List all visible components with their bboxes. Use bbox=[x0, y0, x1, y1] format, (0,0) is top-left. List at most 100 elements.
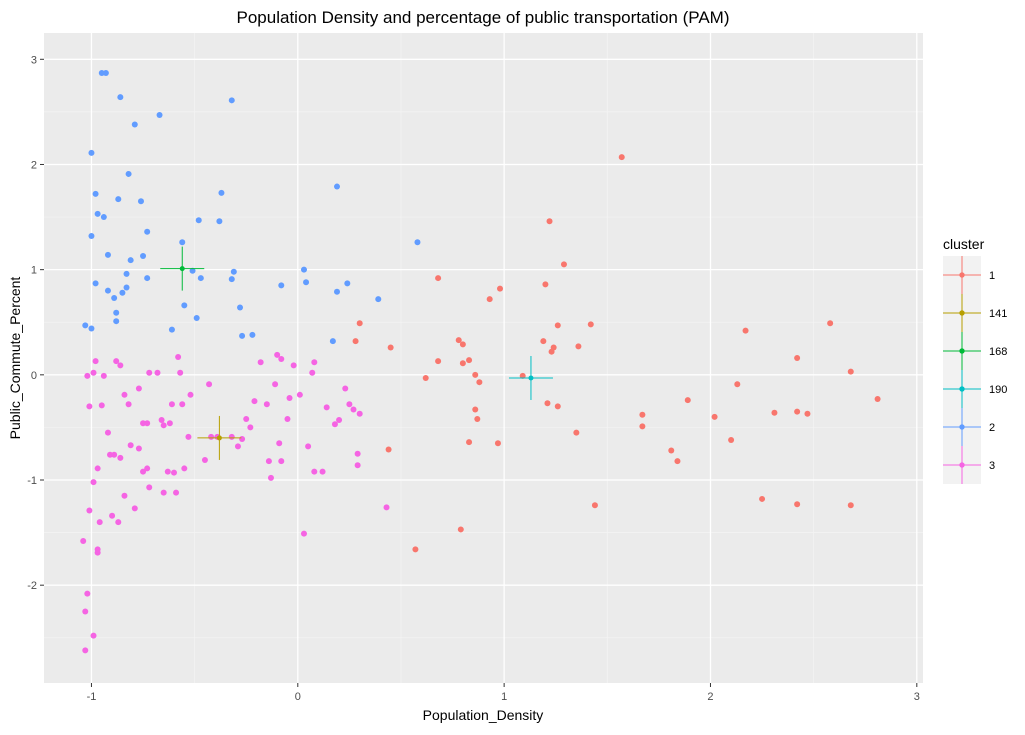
data-point bbox=[494, 440, 501, 447]
data-point bbox=[121, 492, 128, 499]
data-point bbox=[497, 285, 504, 292]
data-point bbox=[476, 379, 483, 386]
data-point bbox=[127, 442, 134, 449]
data-point bbox=[179, 401, 186, 408]
data-point bbox=[276, 440, 283, 447]
data-point bbox=[109, 512, 116, 519]
data-point bbox=[587, 321, 594, 328]
data-point bbox=[80, 538, 87, 545]
data-point bbox=[804, 410, 811, 417]
data-point bbox=[228, 97, 235, 104]
legend-entry-2: 2 bbox=[943, 408, 995, 446]
data-point bbox=[113, 309, 120, 316]
data-point bbox=[466, 439, 473, 446]
data-point bbox=[239, 332, 246, 339]
data-point bbox=[96, 519, 103, 526]
medoid-point bbox=[179, 266, 185, 272]
data-point bbox=[243, 416, 250, 423]
data-point bbox=[100, 372, 107, 379]
legend-label: 141 bbox=[989, 308, 1007, 320]
data-point bbox=[88, 325, 95, 332]
data-point bbox=[158, 417, 165, 424]
data-point bbox=[300, 530, 307, 537]
legend-key-point bbox=[959, 424, 965, 430]
series-cluster-1 bbox=[352, 154, 881, 553]
x-tick-label: -1 bbox=[87, 691, 97, 703]
data-point bbox=[257, 359, 264, 366]
data-point bbox=[131, 505, 138, 512]
data-point bbox=[113, 318, 120, 325]
data-point bbox=[117, 454, 124, 461]
data-point bbox=[94, 546, 101, 553]
data-point bbox=[466, 357, 473, 364]
medoid-168 bbox=[160, 246, 205, 291]
medoid-markers bbox=[160, 246, 553, 460]
data-point bbox=[181, 465, 188, 472]
data-point bbox=[435, 358, 442, 365]
data-point bbox=[263, 401, 270, 408]
legend-entry-1: 1 bbox=[943, 256, 995, 294]
data-point bbox=[249, 331, 256, 338]
data-point bbox=[140, 468, 147, 475]
data-point bbox=[170, 469, 177, 476]
y-tick-label: 2 bbox=[31, 159, 37, 171]
data-point bbox=[102, 69, 109, 76]
data-point bbox=[117, 94, 124, 101]
data-point bbox=[179, 239, 186, 246]
data-point bbox=[684, 397, 691, 404]
data-point bbox=[544, 400, 551, 407]
x-tick-label: 2 bbox=[707, 691, 713, 703]
data-point bbox=[794, 408, 801, 415]
data-point bbox=[251, 398, 258, 405]
data-point bbox=[375, 296, 382, 303]
data-point bbox=[728, 437, 735, 444]
data-point bbox=[90, 369, 97, 376]
data-point bbox=[272, 381, 279, 388]
legend-entry-3: 3 bbox=[943, 446, 995, 484]
legend-label: 190 bbox=[989, 384, 1007, 396]
data-point bbox=[356, 410, 363, 417]
data-point bbox=[356, 320, 363, 327]
data-point bbox=[111, 295, 118, 302]
legend-key-point bbox=[959, 272, 965, 278]
legend: cluster 1 141 168 190 2 3 bbox=[943, 236, 1007, 484]
data-point bbox=[472, 406, 479, 413]
data-point bbox=[874, 396, 881, 403]
data-point bbox=[189, 267, 196, 274]
medoid-point bbox=[528, 375, 534, 381]
data-point bbox=[144, 420, 151, 427]
data-point bbox=[94, 465, 101, 472]
data-point bbox=[146, 369, 153, 376]
data-point bbox=[166, 420, 173, 427]
data-point bbox=[387, 344, 394, 351]
data-point bbox=[278, 282, 285, 289]
data-point bbox=[309, 369, 316, 376]
data-point bbox=[88, 232, 95, 239]
data-point bbox=[486, 296, 493, 303]
data-point bbox=[412, 546, 419, 553]
data-points bbox=[80, 69, 881, 654]
data-point bbox=[278, 356, 285, 363]
data-point bbox=[554, 322, 561, 329]
data-point bbox=[247, 424, 254, 431]
data-point bbox=[146, 484, 153, 491]
data-point bbox=[119, 289, 126, 296]
data-point bbox=[125, 170, 132, 177]
data-point bbox=[193, 315, 200, 322]
data-point bbox=[208, 433, 215, 440]
medoid-point bbox=[216, 435, 222, 441]
data-point bbox=[827, 320, 834, 327]
data-point bbox=[135, 385, 142, 392]
data-point bbox=[104, 251, 111, 258]
data-point bbox=[164, 468, 171, 475]
data-point bbox=[206, 381, 213, 388]
data-point bbox=[422, 374, 429, 381]
axes: -1 0 1 2 3 -2 -1 0 1 2 3 bbox=[27, 54, 920, 703]
y-tick-label: -1 bbox=[27, 475, 37, 487]
data-point bbox=[160, 422, 167, 429]
grid bbox=[44, 33, 923, 683]
x-axis-label: Population_Density bbox=[423, 707, 544, 723]
data-point bbox=[115, 519, 122, 526]
data-point bbox=[84, 372, 91, 379]
data-point bbox=[575, 343, 582, 350]
